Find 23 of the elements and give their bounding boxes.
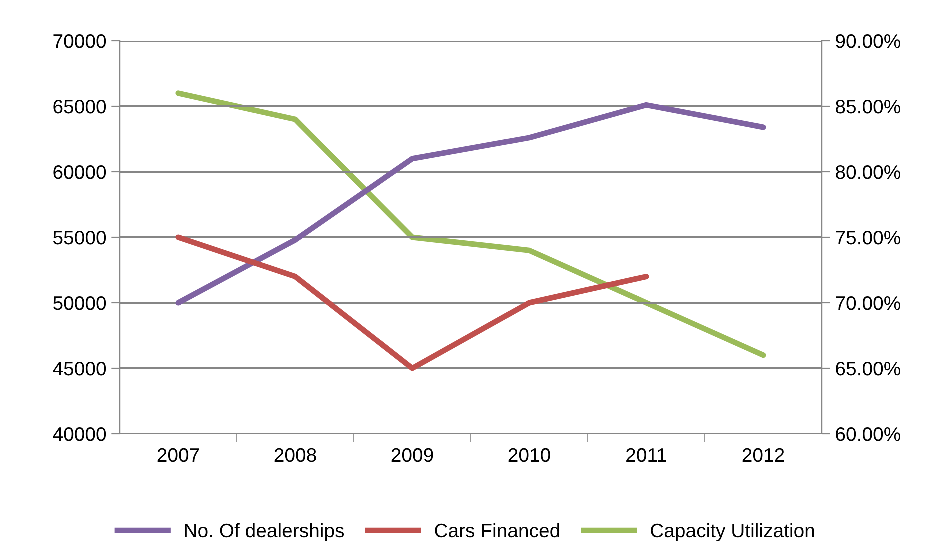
y2-tick-label: 80.00% xyxy=(836,165,900,180)
y-tick-label: 50000 xyxy=(54,296,106,310)
y-tick-label: 45000 xyxy=(53,362,106,376)
y2-tick-label: 90.00% xyxy=(836,34,900,48)
x-tick-label: 2009 xyxy=(392,448,434,462)
y-tick-label: 65000 xyxy=(54,100,106,114)
y2-tick-label: 60.00% xyxy=(836,427,900,442)
legend-label: No. Of dealerships xyxy=(185,523,344,542)
legend-label: Capacity Utilization xyxy=(651,523,814,542)
x-tick-label: 2008 xyxy=(274,448,316,462)
y-tick-label: 40000 xyxy=(53,427,106,442)
y2-tick-label: 85.00% xyxy=(836,100,900,114)
y-tick-label: 60000 xyxy=(54,165,106,180)
x-tick-label: 2011 xyxy=(626,448,666,462)
x-tick-label: 2012 xyxy=(742,448,784,462)
y2-tick-label: 65.00% xyxy=(836,362,900,376)
y-tick-label: 70000 xyxy=(54,34,106,48)
legend-label: Cars Financed xyxy=(435,523,560,538)
y2-tick-label: 75.00% xyxy=(836,230,900,245)
y2-tick-label: 70.00% xyxy=(836,296,900,310)
x-tick-label: 2010 xyxy=(508,448,550,462)
y-tick-label: 55000 xyxy=(54,230,106,245)
x-tick-label: 2007 xyxy=(158,448,200,462)
